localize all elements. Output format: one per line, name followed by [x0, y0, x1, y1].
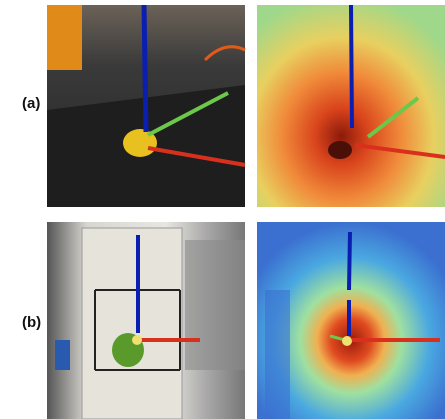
heatmap-a [257, 5, 445, 207]
figure: (a) (b) [0, 0, 445, 419]
panel-label: (b) [22, 314, 41, 331]
page: (a) (b) [0, 0, 445, 419]
panel-label: (a) [22, 95, 40, 112]
photo-a [47, 5, 245, 207]
heatmap-b [257, 222, 445, 419]
photo-b [47, 222, 245, 419]
